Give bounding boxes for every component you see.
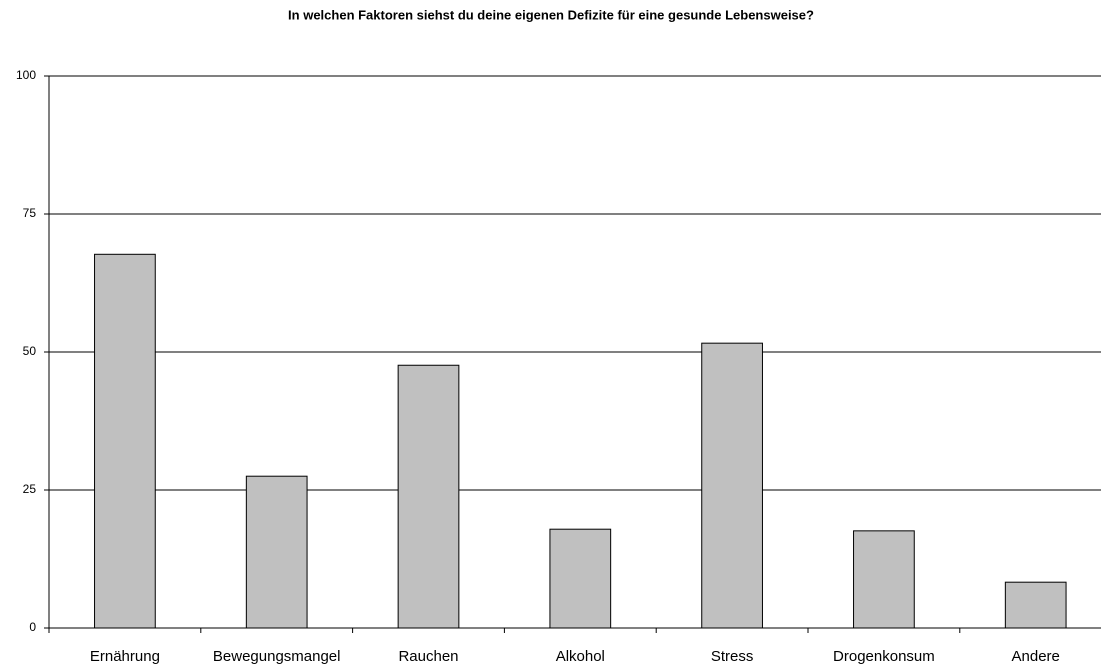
y-tick-label: 100	[16, 68, 36, 82]
y-tick-label: 50	[23, 344, 37, 358]
bar	[1004, 581, 1067, 629]
bar	[701, 342, 763, 629]
x-tick-label: Ernährung	[90, 648, 160, 665]
bar	[397, 364, 460, 629]
bar	[94, 253, 156, 629]
bar	[549, 528, 612, 629]
x-tick-label: Stress	[711, 648, 754, 665]
bar	[245, 475, 308, 629]
x-tick-label: Drogenkonsum	[833, 648, 935, 665]
bar	[853, 530, 915, 629]
x-tick-label: Alkohol	[556, 648, 605, 665]
chart-title: In welchen Faktoren siehst du deine eige…	[288, 7, 814, 22]
x-tick-label: Andere	[1012, 648, 1060, 665]
y-tick-label: 0	[29, 620, 36, 634]
x-tick-label: Bewegungsmangel	[213, 648, 341, 665]
y-tick-label: 25	[23, 482, 37, 496]
y-tick-label: 75	[23, 206, 37, 220]
x-tick-label: Rauchen	[398, 648, 458, 665]
